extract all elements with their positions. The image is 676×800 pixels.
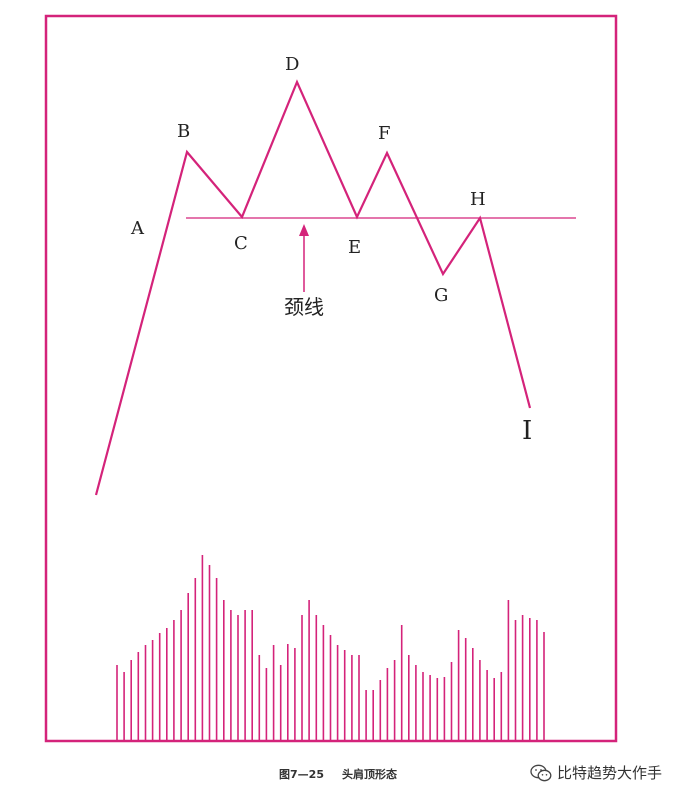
figure-title: 头肩顶形态 bbox=[341, 768, 397, 781]
diagram-frame bbox=[44, 14, 618, 743]
point-label-f: F bbox=[378, 123, 391, 144]
figure-number: 图7—25 bbox=[279, 768, 324, 781]
neckline-arrow-head bbox=[299, 224, 309, 236]
wechat-icon bbox=[530, 764, 552, 781]
point-label-i: I bbox=[522, 416, 532, 446]
price-path bbox=[94, 79, 532, 496]
figure-caption: 图7—25 头肩顶形态 bbox=[0, 766, 676, 782]
watermark-text: 比特趋势大作手 bbox=[556, 764, 662, 782]
point-label-b: B bbox=[177, 121, 190, 142]
watermark: 比特趋势大作手 bbox=[530, 762, 662, 783]
point-label-h: H bbox=[470, 189, 486, 210]
neckline-label: 颈线 bbox=[284, 295, 324, 319]
volume-bars bbox=[116, 555, 545, 740]
point-label-g: G bbox=[434, 285, 448, 306]
point-label-e: E bbox=[348, 237, 361, 258]
point-label-d: D bbox=[285, 54, 299, 75]
point-label-c: C bbox=[234, 233, 248, 254]
point-label-a: A bbox=[130, 218, 145, 239]
